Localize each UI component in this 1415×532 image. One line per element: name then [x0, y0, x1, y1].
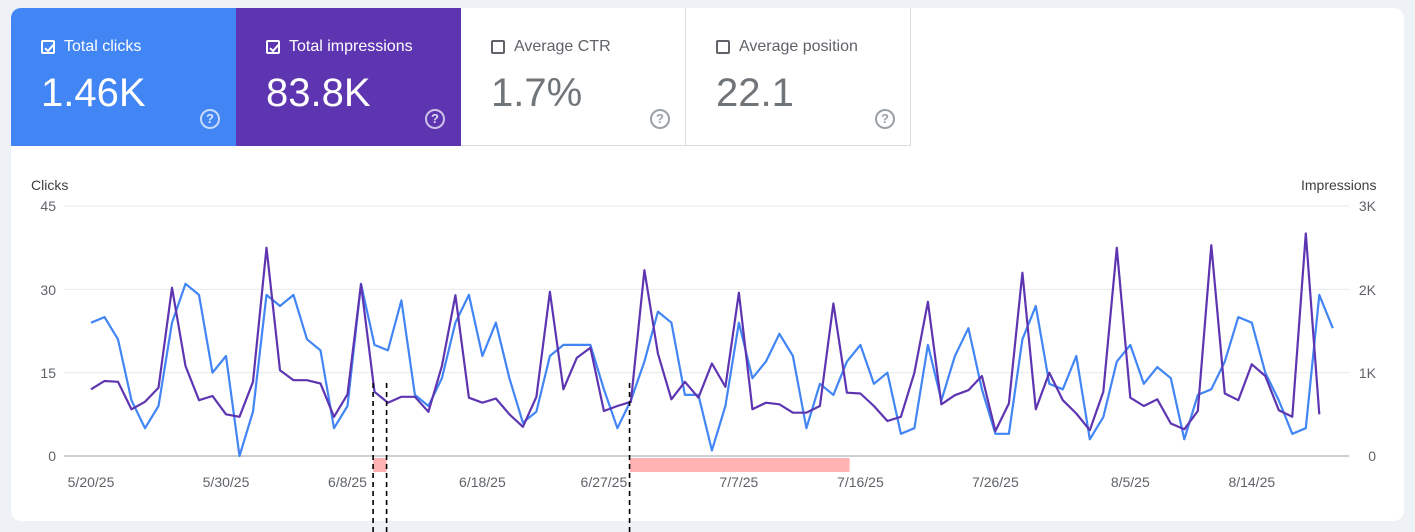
checkmark-icon [269, 44, 280, 53]
average-position-value: 22.1 [716, 71, 794, 115]
x-tick-label: 7/26/25 [972, 474, 1019, 490]
y-right-tick: 2K [1358, 282, 1376, 298]
total-impressions-tile[interactable]: Total impressions 83.8K ? [236, 8, 461, 146]
average-ctr-checkbox[interactable] [491, 40, 505, 54]
help-icon[interactable]: ? [200, 109, 220, 129]
total-impressions-label: Total impressions [289, 38, 413, 55]
help-icon[interactable]: ? [875, 109, 895, 129]
annotation-band [629, 458, 850, 472]
x-tick-label: 6/27/25 [580, 474, 628, 490]
total-impressions-value: 83.8K [266, 71, 371, 115]
average-ctr-label: Average CTR [514, 38, 611, 55]
y-right-tick: 0 [1368, 448, 1376, 464]
y-left-tick: 45 [40, 198, 56, 214]
impressions-series-line [90, 232, 1321, 433]
average-position-tile[interactable]: Average position 22.1 ? [686, 8, 911, 146]
checkmark-icon [44, 44, 55, 53]
annotation-band [373, 458, 387, 472]
average-ctr-value: 1.7% [491, 71, 583, 115]
average-position-checkbox[interactable] [716, 40, 730, 54]
average-position-label: Average position [739, 38, 858, 55]
x-tick-label: 6/18/25 [459, 474, 506, 490]
metric-tiles: Total clicks 1.46K ? Total impressions 8… [11, 8, 911, 146]
total-clicks-tile[interactable]: Total clicks 1.46K ? [11, 8, 236, 146]
x-tick-label: 7/16/25 [837, 474, 884, 490]
x-tick-label: 5/30/25 [202, 474, 250, 490]
help-icon[interactable]: ? [425, 109, 445, 129]
average-ctr-tile[interactable]: Average CTR 1.7% ? [461, 8, 686, 146]
y-left-axis-title: Clicks [31, 177, 69, 193]
clicks-series-line [90, 282, 1334, 458]
help-icon[interactable]: ? [650, 109, 670, 129]
x-tick-label: 8/5/25 [1110, 474, 1150, 490]
x-tick-label: 7/7/25 [719, 474, 759, 490]
y-left-tick: 15 [40, 365, 56, 381]
y-right-tick: 3K [1358, 198, 1376, 214]
total-clicks-label: Total clicks [64, 38, 142, 55]
total-impressions-checkbox[interactable] [266, 40, 280, 54]
total-clicks-value: 1.46K [41, 71, 146, 115]
x-tick-label: 8/14/25 [1228, 474, 1276, 490]
total-clicks-checkbox[interactable] [41, 40, 55, 54]
x-tick-label: 5/20/25 [67, 474, 115, 490]
y-right-axis-title: Impressions [1301, 177, 1377, 193]
y-left-tick: 0 [48, 448, 56, 464]
x-tick-label: 6/8/25 [328, 474, 367, 490]
y-right-tick: 1K [1358, 365, 1376, 381]
y-left-tick: 30 [40, 282, 56, 298]
